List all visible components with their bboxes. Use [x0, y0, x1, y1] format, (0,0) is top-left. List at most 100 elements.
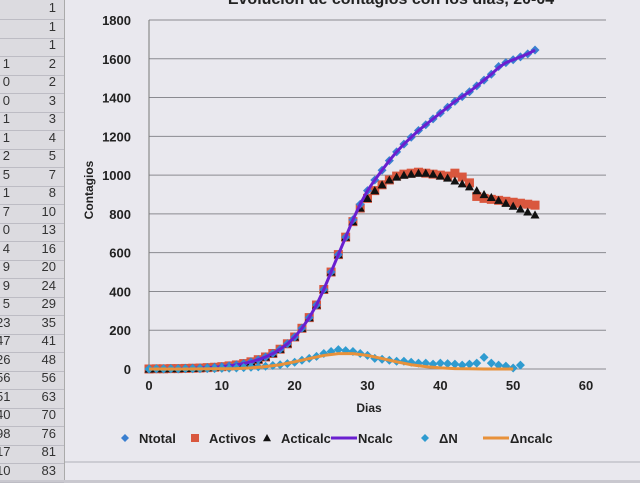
data-point: [384, 175, 394, 184]
cell-a[interactable]: 1: [2, 55, 10, 71]
sheet-row[interactable]: 98 76: [0, 426, 64, 446]
cell-b[interactable]: 2: [48, 55, 56, 71]
cell-b[interactable]: 1: [48, 18, 56, 34]
cell-b[interactable]: 20: [41, 259, 56, 274]
cell-a[interactable]: 98: [0, 425, 11, 441]
cell-b[interactable]: 3: [48, 92, 56, 108]
sheet-row[interactable]: 7 10: [0, 204, 64, 224]
sheet-row[interactable]: 51 63: [0, 389, 64, 409]
cell-a[interactable]: 40: [0, 407, 11, 422]
cell-a[interactable]: 1: [2, 111, 10, 126]
legend-label: Ncalc: [358, 431, 393, 446]
x-tick-label: 40: [433, 378, 447, 393]
data-point: [515, 360, 525, 370]
cell-b[interactable]: 7: [48, 166, 56, 182]
cell-b[interactable]: 83: [41, 462, 56, 478]
sheet-row[interactable]: 4 16: [0, 241, 64, 261]
cell-a[interactable]: 1: [2, 129, 10, 145]
data-point: [421, 168, 431, 177]
legend-item[interactable]: Acticalc: [263, 431, 331, 446]
legend-item[interactable]: Activos: [191, 431, 256, 446]
cell-b[interactable]: 5: [48, 148, 56, 163]
cell-b[interactable]: 1: [48, 0, 56, 15]
cell-a[interactable]: 7: [2, 203, 10, 219]
data-point: [363, 193, 372, 202]
cell-b[interactable]: 56: [41, 370, 56, 385]
cell-a[interactable]: 26: [0, 351, 11, 367]
sheet-row[interactable]: 1: [0, 19, 64, 39]
cell-a[interactable]: 1: [2, 185, 10, 200]
sheet-row[interactable]: 0 13: [0, 222, 64, 242]
cell-b[interactable]: 81: [41, 444, 56, 459]
y-tick-label: 800: [109, 207, 131, 222]
sheet-row[interactable]: 9 24: [0, 278, 64, 298]
cell-a[interactable]: 4: [2, 240, 10, 256]
chart-area[interactable]: Evolución de contagios con los días, 20-…: [64, 0, 640, 480]
cell-a[interactable]: 0: [2, 74, 10, 89]
sheet-row[interactable]: 1: [0, 37, 64, 57]
legend-item[interactable]: Δncalc: [483, 431, 553, 446]
cell-b[interactable]: 70: [41, 407, 56, 422]
cell-b[interactable]: 41: [41, 333, 56, 348]
x-axis-title: Dias: [356, 401, 382, 415]
cell-b[interactable]: 3: [48, 111, 56, 126]
cell-b[interactable]: 16: [41, 240, 56, 256]
cell-a[interactable]: 47: [0, 333, 11, 348]
sheet-row[interactable]: 56 56: [0, 370, 64, 390]
cell-b[interactable]: 1: [48, 37, 56, 52]
cell-b[interactable]: 35: [41, 314, 56, 330]
cell-a[interactable]: 2: [2, 148, 10, 163]
cell-b[interactable]: 48: [41, 351, 56, 367]
cell-a[interactable]: 51: [0, 388, 11, 404]
cell-b[interactable]: 76: [41, 425, 56, 441]
legend-item[interactable]: Ntotal: [121, 431, 176, 446]
cell-a[interactable]: 5: [2, 166, 10, 182]
legend-item[interactable]: Ncalc: [331, 431, 393, 446]
cell-a[interactable]: 9: [2, 259, 10, 274]
cell-b[interactable]: 24: [41, 277, 56, 293]
sheet-row[interactable]: 1: [0, 0, 64, 20]
series-Activos: [144, 167, 540, 374]
cell-a[interactable]: 5: [2, 296, 10, 311]
series-line: [149, 352, 514, 371]
cell-a[interactable]: 17: [0, 444, 11, 459]
cell-b[interactable]: 13: [41, 222, 56, 237]
cell-a[interactable]: 23: [0, 314, 11, 330]
y-axis-title: Contagios: [82, 160, 96, 219]
y-tick-label: 1200: [102, 129, 131, 144]
cell-a[interactable]: 56: [0, 370, 11, 385]
x-tick-label: 20: [287, 378, 301, 393]
sheet-row[interactable]: 1781: [0, 444, 64, 464]
legend-item[interactable]: ΔN: [421, 431, 458, 446]
x-tick-label: 60: [579, 378, 593, 393]
sheet-row[interactable]: 40 70: [0, 407, 64, 427]
cell-b[interactable]: 29: [41, 296, 56, 311]
cell-b[interactable]: 2: [48, 74, 56, 89]
cell-b[interactable]: 8: [48, 185, 56, 200]
sheet-row[interactable]: 26 48: [0, 352, 64, 372]
cell-b[interactable]: 4: [48, 129, 56, 145]
cell-b[interactable]: 63: [41, 388, 56, 404]
sheet-row[interactable]: 23 35: [0, 315, 64, 335]
sheet-row[interactable]: 5 29: [0, 296, 64, 316]
legend-label: Δncalc: [510, 431, 553, 446]
cell-b[interactable]: 10: [41, 203, 56, 219]
cell-a[interactable]: 10: [0, 462, 11, 478]
data-point: [392, 172, 402, 181]
sheet-row[interactable]: 47 41: [0, 333, 64, 353]
cell-a[interactable]: 9: [2, 277, 10, 293]
data-point: [472, 191, 482, 201]
data-point: [523, 199, 533, 209]
sheet-row[interactable]: 9 20: [0, 259, 64, 279]
chart-title: Evolución de contagios con los días, 20-…: [228, 0, 554, 8]
cell-a[interactable]: 0: [2, 92, 10, 108]
cell-a[interactable]: 0: [2, 222, 10, 237]
